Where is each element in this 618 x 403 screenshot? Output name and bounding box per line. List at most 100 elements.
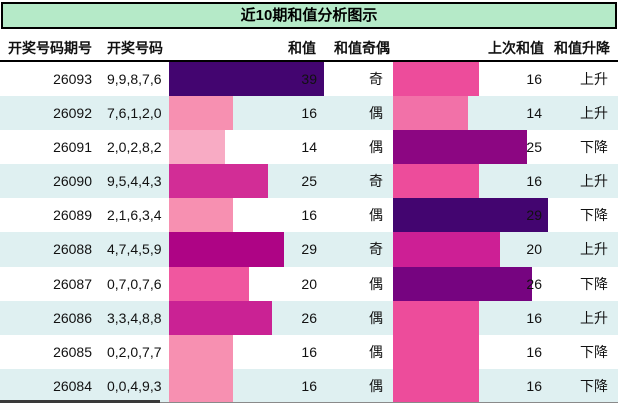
cell-prev-sum: 16: [526, 309, 542, 326]
cell-trend: 上升: [580, 71, 608, 87]
prev-sum-bar: [393, 232, 500, 267]
cell-prev-sum: 16: [526, 173, 542, 190]
prev-sum-bar: [393, 198, 548, 233]
col-header-trend: 和值升降: [554, 40, 610, 56]
cell-parity: 奇: [369, 241, 383, 258]
table-body: 26093 9,9,8,7,6 39 奇 16 上升 26092 7,6,1,2…: [0, 62, 618, 403]
col-header-parity: 和值奇偶: [334, 40, 390, 56]
table-row: 26091 2,0,2,8,2 14 偶 25 下降: [0, 130, 618, 165]
table-row: 26093 9,9,8,7,6 39 奇 16 上升: [0, 62, 618, 97]
cell-sum-value: 26: [301, 309, 317, 326]
table-row: 26085 0,2,0,7,7 16 偶 16 下降: [0, 334, 618, 369]
cell-draw-numbers: 9,9,8,7,6: [107, 71, 162, 87]
cell-trend: 下降: [580, 139, 608, 156]
cell-draw-numbers: 0,0,4,9,3: [107, 377, 162, 394]
cell-trend: 上升: [580, 309, 608, 326]
cell-sum-value: 16: [301, 377, 317, 394]
cell-parity: 偶: [369, 207, 383, 224]
cell-prev-sum: 20: [526, 241, 542, 258]
cell-draw-numbers: 0,7,0,7,6: [107, 275, 162, 292]
prev-sum-bar: [393, 164, 479, 199]
cell-trend: 下降: [580, 207, 608, 224]
cell-prev-sum: 16: [526, 71, 542, 87]
panel-title-banner: 近10期和值分析图示: [1, 2, 617, 29]
prev-sum-bar: [393, 266, 532, 301]
cell-prev-sum: 16: [526, 343, 542, 360]
table-row: 26088 4,7,4,5,9 29 奇 20 上升: [0, 232, 618, 267]
cell-sum-value: 16: [301, 207, 317, 224]
cell-parity: 奇: [369, 173, 383, 190]
cell-draw-numbers: 2,1,6,3,4: [107, 207, 162, 224]
panel-title: 近10期和值分析图示: [240, 7, 378, 24]
cell-parity: 偶: [369, 105, 383, 122]
cell-parity: 偶: [369, 343, 383, 360]
prev-sum-bar: [393, 300, 479, 335]
sum-value-bar: [169, 300, 272, 335]
cell-sum-value: 29: [301, 241, 317, 258]
cell-prev-sum: 16: [526, 377, 542, 394]
table-row: 26092 7,6,1,2,0 16 偶 14 上升: [0, 96, 618, 131]
cell-parity: 偶: [369, 275, 383, 292]
sum-value-bar: [169, 62, 324, 97]
cell-period: 26086: [53, 309, 92, 326]
cell-prev-sum: 26: [526, 275, 542, 292]
cell-period: 26089: [53, 207, 92, 224]
cell-period: 26090: [53, 173, 92, 190]
cell-parity: 偶: [369, 309, 383, 326]
sum-value-bar: [169, 368, 233, 403]
cell-prev-sum: 29: [526, 207, 542, 224]
cell-sum-value: 25: [301, 173, 317, 190]
table-row: 26087 0,7,0,7,6 20 偶 26 下降: [0, 266, 618, 301]
sum-value-bar: [169, 266, 249, 301]
sum-value-bar: [169, 334, 233, 369]
table-row: 26086 3,3,4,8,8 26 偶 16 上升: [0, 300, 618, 335]
table-row: 26089 2,1,6,3,4 16 偶 29 下降: [0, 198, 618, 233]
cell-draw-numbers: 2,0,2,8,2: [107, 139, 162, 156]
cell-period: 26088: [53, 241, 92, 258]
prev-sum-bar: [393, 368, 479, 403]
sum-value-bar: [169, 96, 233, 131]
table-row: 26090 9,5,4,4,3 25 奇 16 上升: [0, 164, 618, 199]
cell-trend: 下降: [580, 343, 608, 360]
cell-trend: 上升: [580, 241, 608, 258]
cell-period: 26085: [53, 343, 92, 360]
prev-sum-bar: [393, 334, 479, 369]
cell-period: 26084: [53, 377, 92, 394]
cell-draw-numbers: 3,3,4,8,8: [107, 309, 162, 326]
cell-prev-sum: 14: [526, 105, 542, 122]
cell-parity: 偶: [369, 139, 383, 156]
table-header-row: 开奖号码期号 开奖号码 和值 和值奇偶 上次和值 和值升降: [0, 29, 618, 62]
cell-period: 26087: [53, 275, 92, 292]
cell-prev-sum: 25: [526, 139, 542, 156]
cell-draw-numbers: 9,5,4,4,3: [107, 173, 162, 190]
col-header-numbers: 开奖号码: [107, 40, 163, 56]
sum-value-bar: [169, 232, 284, 267]
cell-sum-value: 16: [301, 343, 317, 360]
prev-sum-bar: [393, 130, 527, 165]
cell-trend: 上升: [580, 173, 608, 190]
cell-trend: 上升: [580, 105, 608, 122]
cell-period: 26091: [53, 139, 92, 156]
table-row: 26084 0,0,4,9,3 16 偶 16 下降: [0, 368, 618, 403]
sum-value-bar: [169, 164, 268, 199]
col-header-prev-sum: 上次和值: [488, 40, 544, 56]
cell-draw-numbers: 4,7,4,5,9: [107, 241, 162, 258]
cell-parity: 奇: [369, 71, 383, 87]
cell-period: 26092: [53, 105, 92, 122]
cell-draw-numbers: 0,2,0,7,7: [107, 343, 162, 360]
sum-value-bar: [169, 198, 233, 233]
sum-value-bar: [169, 130, 225, 165]
cell-sum-value: 20: [301, 275, 317, 292]
col-header-sum: 和值: [288, 40, 316, 56]
cell-sum-value: 16: [301, 105, 317, 122]
cell-draw-numbers: 7,6,1,2,0: [107, 105, 162, 122]
cell-trend: 下降: [580, 275, 608, 292]
prev-sum-bar: [393, 62, 479, 97]
cell-parity: 偶: [369, 377, 383, 394]
bottom-partial-element: [0, 400, 160, 403]
cell-sum-value: 39: [301, 71, 317, 87]
col-header-period: 开奖号码期号: [8, 40, 92, 56]
cell-period: 26093: [53, 71, 92, 87]
cell-sum-value: 14: [301, 139, 317, 156]
